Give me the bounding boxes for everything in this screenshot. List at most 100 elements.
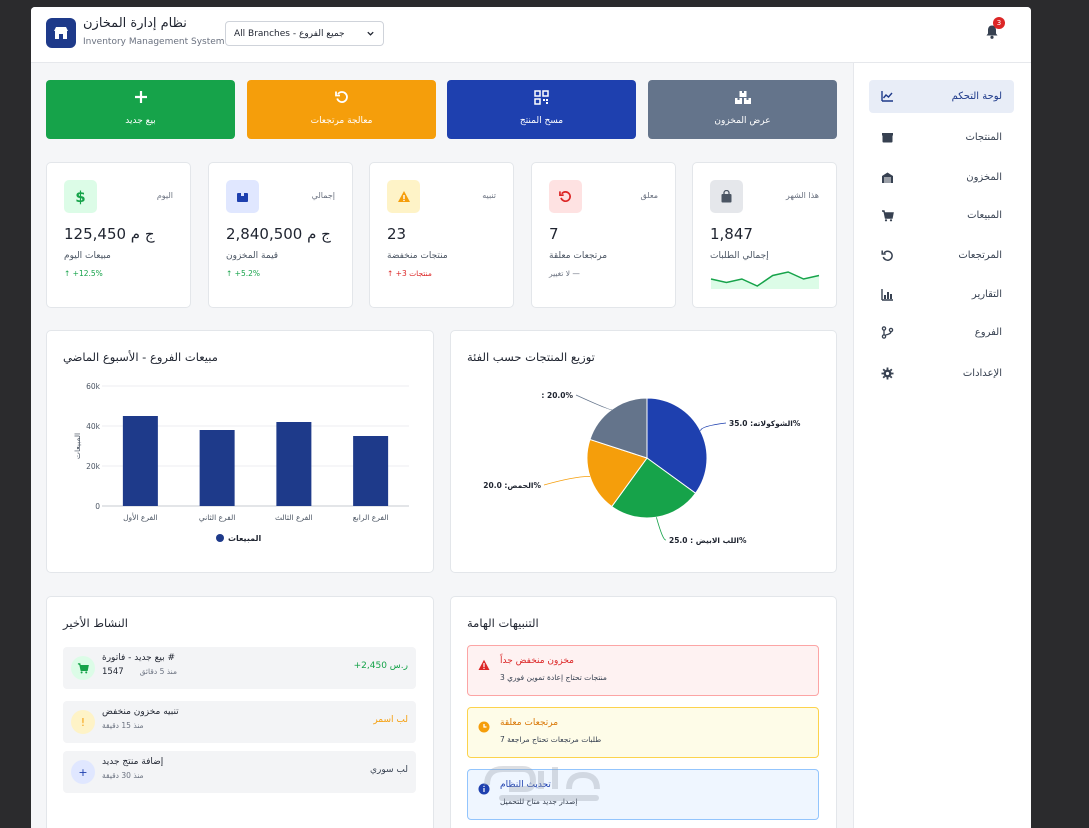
stat-value: 7 <box>549 225 559 243</box>
alert-item[interactable]: تحديث النظام إصدار جديد متاح للتحميل <box>467 769 819 820</box>
clock-icon <box>478 721 490 733</box>
cart-icon <box>882 210 894 222</box>
stat-label: هذا الشهر <box>785 191 819 200</box>
warning-icon <box>478 659 490 670</box>
plus-icon <box>134 91 147 103</box>
stat-change: لا تغيير — <box>549 269 580 278</box>
important-alerts-title: التنبيهات الهامة <box>467 616 539 630</box>
branch-select-value: All Branches - جميع الفروع <box>234 28 345 39</box>
alert-title: مخزون منخفض جداً <box>500 656 574 666</box>
y-tick-label: 0 <box>95 502 100 511</box>
branch-sales-chart: 0 20k 40k 60k المبيعات الفرع الأول الفرع الثان… <box>73 382 409 543</box>
stat-value: 2,840,500 ج م <box>226 225 331 243</box>
new-sale-button[interactable]: بيع جديد <box>46 80 235 139</box>
branch-select[interactable]: All Branches - جميع الفروع <box>225 21 384 46</box>
gear-icon <box>881 367 894 380</box>
sidebar-item-label: الفروع <box>974 327 1002 338</box>
sidebar-item-4[interactable]: المرتجعات <box>869 239 1014 272</box>
legend-label: المبيعات <box>228 534 261 543</box>
watermark-logo <box>484 766 600 801</box>
y-tick-label: 60k <box>86 382 101 391</box>
alert-item[interactable]: مرتجعات معلقة 7 طلبات مرتجعات تحتاج مراجع… <box>467 707 819 758</box>
stat-value: 125,450 ج م <box>64 225 155 243</box>
sidebar-item-label: التقارير <box>971 289 1002 300</box>
pie-leader-line <box>575 394 613 410</box>
x-tick-label: الفرع الثالث <box>275 513 313 522</box>
sidebar-item-5[interactable]: التقارير <box>869 278 1014 311</box>
bar[interactable] <box>122 416 158 506</box>
bar[interactable] <box>199 430 235 506</box>
category-dist-panel: توزيع المنتجات حسب الفئة الشوكولاته: 35.… <box>450 330 837 573</box>
stat-card-total-orders: هذا الشهر 1,847 إجمالي الطلبات <box>692 162 837 308</box>
alert-desc: إصدار جديد متاح للتحميل <box>500 797 578 806</box>
warning-icon <box>387 180 420 213</box>
stat-change: ↑ +5.2% <box>226 269 261 278</box>
alert-title: مرتجعات معلقة <box>500 718 559 728</box>
sidebar-item-7[interactable]: الإعدادات <box>869 357 1014 390</box>
activity-row[interactable]: بيع جديد - فاتورة # 1547 منذ 5 دقائق +2,450… <box>63 647 416 689</box>
pie-slice[interactable] <box>611 457 697 519</box>
sidebar-item-0[interactable]: لوحة التحكم <box>869 80 1014 113</box>
branch-sales-panel: مبيعات الفروع - الأسبوع الماضي 0 20k 40k 60… <box>46 330 434 573</box>
process-returns-button[interactable]: معالجة مرتجعات <box>247 80 436 139</box>
alert-item[interactable]: مخزون منخفض جداً 3 منتجات تحتاج إعادة تمو… <box>467 645 819 696</box>
activity-row[interactable]: ! تنبيه مخزون منخفض منذ 15 دقيقة لب اسمر <box>63 701 416 743</box>
activity-title: بيع جديد - فاتورة # <box>102 653 176 663</box>
bar[interactable] <box>353 436 389 506</box>
y-axis-label: المبيعات <box>73 433 82 459</box>
recent-activity-panel: النشاط الأخير بيع جديد - فاتورة # 1547 منذ… <box>46 596 434 828</box>
scan-product-button[interactable]: مسح المنتج <box>447 80 636 139</box>
stat-desc: قيمة المخزون <box>226 251 279 261</box>
sidebar-item-2[interactable]: المخزون <box>869 161 1014 194</box>
activity-row[interactable]: + إضافة منتج جديد منذ 30 دقيقة لب سوري <box>63 751 416 793</box>
pie-leader-line <box>700 422 727 431</box>
pie-slice[interactable] <box>586 438 648 508</box>
store-logo-icon <box>46 18 76 48</box>
pie-label: : 20.0% <box>541 391 573 400</box>
dollar-icon: $ <box>64 180 97 213</box>
recent-activity-title: النشاط الأخير <box>63 616 128 630</box>
pie-label: الشوكولاته: 35.0% <box>729 419 801 428</box>
sparkline-area <box>711 272 819 289</box>
category-dist-title: توزيع المنتجات حسب الفئة <box>467 350 595 364</box>
stat-card-pending-returns: معلق 7 مرتجعات معلقة لا تغيير — <box>531 162 676 308</box>
app-window: نظام إدارة المخازن Inventory Management … <box>31 7 1031 828</box>
pie-label: الحمص: 20.0% <box>483 481 541 490</box>
branch-icon <box>881 326 894 339</box>
cart-icon <box>71 656 95 680</box>
undo-icon <box>881 250 893 261</box>
pie-slice[interactable] <box>646 397 708 494</box>
activity-amount: لب اسمر <box>373 715 408 725</box>
activity-title: إضافة منتج جديد <box>102 757 164 767</box>
app-title: نظام إدارة المخازن <box>83 16 187 31</box>
stat-desc: منتجات منخفضة <box>387 251 448 261</box>
box-icon <box>226 180 259 213</box>
activity-amount: +2,450 ر.س <box>353 661 408 671</box>
view-inventory-button[interactable]: عرض المخزون <box>648 80 837 139</box>
sidebar-item-1[interactable]: المنتجات <box>869 121 1014 154</box>
chart-line-icon <box>881 91 893 102</box>
info-icon <box>478 783 490 795</box>
x-tick-label: الفرع الثاني <box>199 513 235 522</box>
sidebar-item-label: المنتجات <box>965 132 1002 143</box>
activity-time: منذ 15 دقيقة <box>102 721 144 730</box>
branch-sales-title: مبيعات الفروع - الأسبوع الماضي <box>63 350 218 364</box>
stat-card-inventory-value: إجمالي 2,840,500 ج م قيمة المخزون ↑ +5.2… <box>208 162 353 308</box>
alert-desc: 7 طلبات مرتجعات تحتاج مراجعة <box>500 735 602 744</box>
x-tick-label: الفرع الرابع <box>353 513 389 522</box>
activity-title: تنبيه مخزون منخفض <box>102 707 179 717</box>
chevron-down-icon <box>367 31 374 36</box>
activity-time: 1547 منذ 5 دقائق <box>102 667 177 677</box>
box-icon <box>882 133 893 143</box>
undo-icon <box>549 180 582 213</box>
alert-desc: 3 منتجات تحتاج إعادة تموين فوري <box>500 673 607 682</box>
x-tick-label: الفرع الأول <box>123 512 158 522</box>
bar[interactable] <box>276 422 312 506</box>
view-inventory-label: عرض المخزون <box>714 116 771 126</box>
stat-card-today-sales: اليوم $ 125,450 ج م مبيعات اليوم ↑ +12.5… <box>46 162 191 308</box>
sidebar-item-3[interactable]: المبيعات <box>869 199 1014 232</box>
sidebar-item-label: المبيعات <box>967 210 1002 221</box>
sidebar-item-6[interactable]: الفروع <box>869 316 1014 349</box>
sidebar-item-label: الإعدادات <box>962 368 1002 379</box>
pie-leader-line <box>656 517 667 541</box>
